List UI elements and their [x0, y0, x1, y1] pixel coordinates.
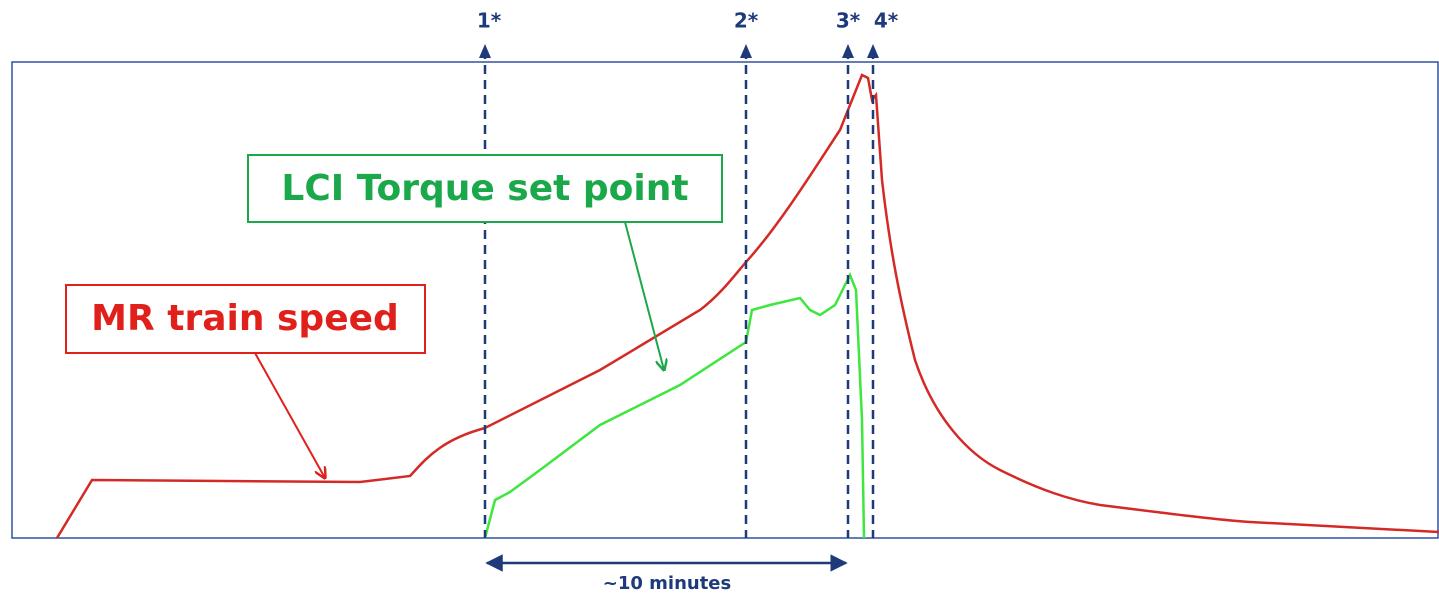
marker-label: 3* — [836, 9, 861, 33]
speed-label-box — [65, 284, 426, 354]
torque-pointer — [624, 221, 664, 370]
marker-lines — [483, 50, 875, 538]
speed-curve — [55, 73, 1439, 539]
marker-heads — [479, 44, 879, 58]
torque-curve — [483, 271, 866, 539]
marker-label: 1* — [477, 9, 502, 33]
speed-pointer — [254, 352, 325, 478]
plot-frame — [11, 61, 1439, 539]
duration-label: ~10 minutes — [603, 573, 731, 593]
marker-label: 2* — [734, 9, 759, 33]
speed-label: MR train speed — [91, 298, 399, 339]
marker-label: 4* — [874, 9, 899, 33]
torque-label: LCI Torque set point — [281, 168, 688, 209]
torque-label-box — [247, 154, 723, 223]
